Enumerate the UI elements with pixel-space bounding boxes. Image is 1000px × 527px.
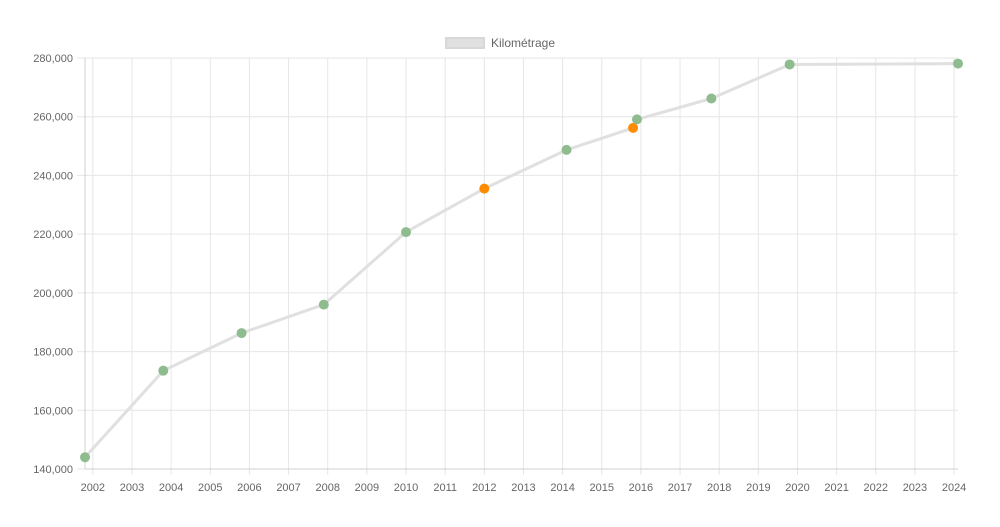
y-tick-label: 220,000 [33, 229, 73, 241]
series-line [83, 62, 959, 459]
x-tick-label: 2003 [120, 482, 144, 494]
x-tick-label: 2015 [590, 482, 614, 494]
x-tick-label: 2011 [433, 482, 457, 494]
x-tick-label: 2002 [81, 482, 105, 494]
data-point [80, 452, 90, 463]
data-point [479, 183, 490, 194]
x-tick-label: 2018 [707, 482, 731, 494]
x-tick-label: 2012 [472, 482, 496, 494]
x-tick-label: 2007 [276, 482, 300, 494]
data-point [706, 93, 717, 104]
data-point [631, 114, 642, 125]
y-tick-label: 280,000 [33, 53, 73, 65]
y-tick-label: 160,000 [33, 405, 73, 417]
x-tick-label: 2004 [159, 482, 183, 494]
legend-label: Kilométrage [490, 36, 556, 50]
x-tick-label: 2023 [903, 482, 927, 494]
data-point [953, 58, 963, 69]
x-tick-label: 2024 [942, 482, 966, 494]
legend-swatch [444, 37, 485, 49]
y-tick-label: 180,000 [33, 347, 73, 359]
x-tick-label: 2009 [355, 482, 379, 494]
x-tick-label: 2010 [394, 482, 418, 494]
data-point [236, 328, 247, 339]
x-tick-label: 2022 [864, 482, 888, 494]
data-point [561, 144, 572, 155]
x-tick-label: 2016 [629, 482, 653, 494]
x-tick-label: 2021 [824, 482, 848, 494]
x-tick-label: 2005 [198, 482, 222, 494]
x-tick-label: 2006 [237, 482, 261, 494]
x-tick-label: 2019 [746, 482, 770, 494]
data-point [318, 299, 329, 310]
x-tick-label: 2008 [315, 482, 339, 494]
x-tick-label: 2014 [550, 482, 574, 494]
y-tick-label: 260,000 [33, 112, 73, 124]
data-point [784, 59, 795, 70]
legend[interactable]: Kilométrage [0, 36, 1000, 50]
y-tick-label: 140,000 [33, 464, 73, 476]
y-tick-label: 200,000 [33, 288, 73, 300]
data-point [158, 365, 169, 376]
x-tick-label: 2017 [668, 482, 692, 494]
x-tick-label: 2020 [785, 482, 809, 494]
data-point [628, 122, 639, 133]
y-tick-label: 240,000 [33, 170, 73, 182]
data-point [401, 227, 412, 238]
x-tick-label: 2013 [511, 482, 535, 494]
